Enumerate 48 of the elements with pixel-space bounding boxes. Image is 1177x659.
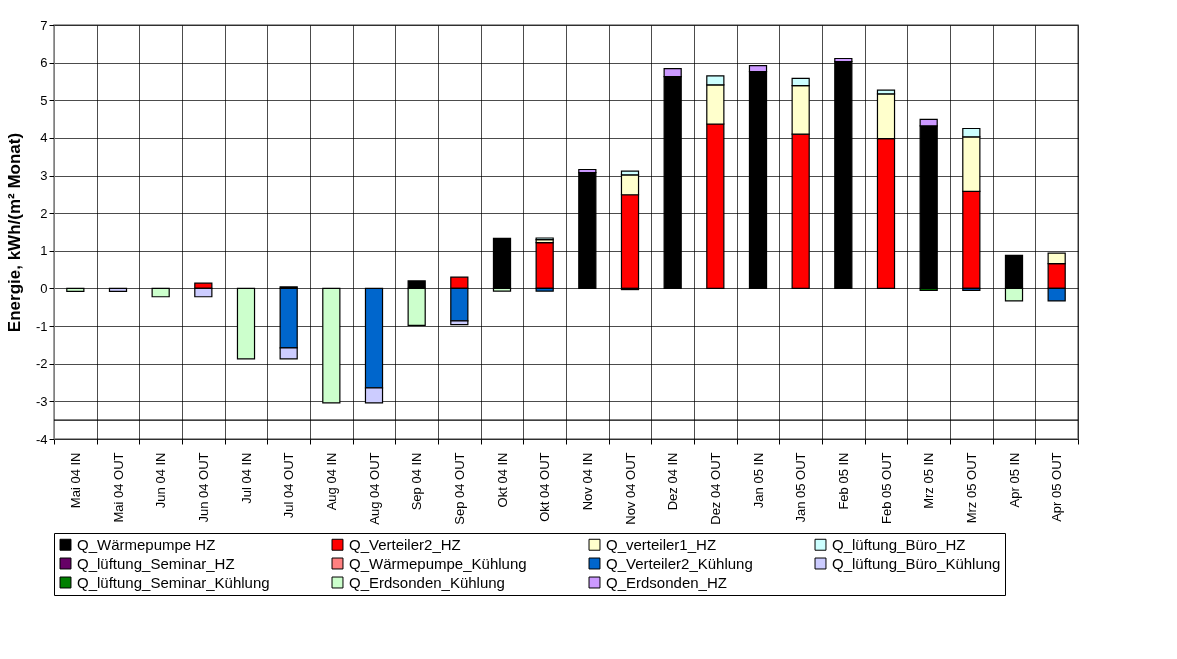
- y-tick-label: 5: [40, 92, 48, 108]
- x-tick-label: Aug 04 OUT: [366, 452, 382, 525]
- x-tick-label: Mrz 05 IN: [921, 452, 937, 509]
- legend-label: Q_Wärmepumpe HZ: [77, 535, 216, 553]
- legend-label: Q_Erdsonden_HZ: [606, 573, 727, 591]
- legend-label: Q_Verteiler2_HZ: [349, 535, 461, 553]
- legend-label: Q_lüftung_Büro_HZ: [832, 535, 966, 553]
- legend-label: Q_Wärmepumpe_Kühlung: [349, 554, 527, 572]
- y-tick-label: -3: [35, 393, 48, 409]
- y-tick-label: 4: [40, 130, 48, 146]
- x-tick-label: Aug 04 IN: [323, 452, 339, 511]
- x-tick-label: Apr 05 IN: [1006, 452, 1022, 508]
- x-tick-label: Jun 04 IN: [153, 452, 169, 509]
- x-tick-label: Okt 04 OUT: [537, 452, 553, 522]
- x-tick-label: Jul 04 OUT: [281, 452, 297, 519]
- y-axis-title: Energie, kWh/(m² Monat): [4, 132, 24, 333]
- x-tick-label: Dez 04 IN: [665, 452, 681, 511]
- y-tick-label: 0: [40, 280, 48, 296]
- legend-label: Q_verteiler1_HZ: [606, 535, 717, 553]
- x-tick-label: Sep 04 IN: [409, 452, 425, 511]
- y-tick-label: 2: [40, 205, 48, 221]
- x-tick-label: Mai 04 IN: [67, 452, 83, 509]
- x-tick-label: Mai 04 OUT: [110, 452, 126, 523]
- x-tick-label: Dez 04 OUT: [707, 452, 723, 525]
- x-tick-label: Mrz 05 OUT: [963, 452, 979, 524]
- y-tick-label: -1: [35, 318, 48, 334]
- x-tick-label: Sep 04 OUT: [451, 452, 467, 525]
- legend-label: Q_lüftung_Seminar_HZ: [77, 554, 235, 572]
- y-tick-label: -4: [35, 431, 48, 447]
- y-tick-label: 1: [40, 243, 48, 259]
- x-tick-label: Feb 05 IN: [835, 452, 851, 510]
- legend-label: Q_lüftung_Seminar_Kühlung: [77, 573, 270, 591]
- x-tick-label: Nov 04 OUT: [622, 452, 638, 525]
- x-tick-label: Jun 04 OUT: [195, 452, 211, 523]
- x-tick-label: Feb 05 OUT: [878, 452, 894, 525]
- y-tick-label: 6: [40, 55, 48, 71]
- x-tick-label: Jan 05 IN: [750, 452, 766, 509]
- x-tick-label: Nov 04 IN: [579, 452, 595, 511]
- legend-label: Q_Verteiler2_Kühlung: [606, 554, 753, 572]
- y-tick-label: 7: [40, 17, 48, 33]
- x-tick-label: Okt 04 IN: [494, 452, 510, 508]
- x-tick-label: Jul 04 IN: [238, 452, 254, 504]
- legend-label: Q_lüftung_Büro_Kühlung: [832, 554, 1001, 572]
- legend-label: Q_Erdsonden_Kühlung: [349, 573, 505, 591]
- x-tick-label: Apr 05 OUT: [1049, 452, 1065, 522]
- x-tick-label: Jan 05 OUT: [793, 452, 809, 523]
- y-tick-label: 3: [40, 168, 48, 184]
- y-tick-label: -2: [35, 356, 48, 372]
